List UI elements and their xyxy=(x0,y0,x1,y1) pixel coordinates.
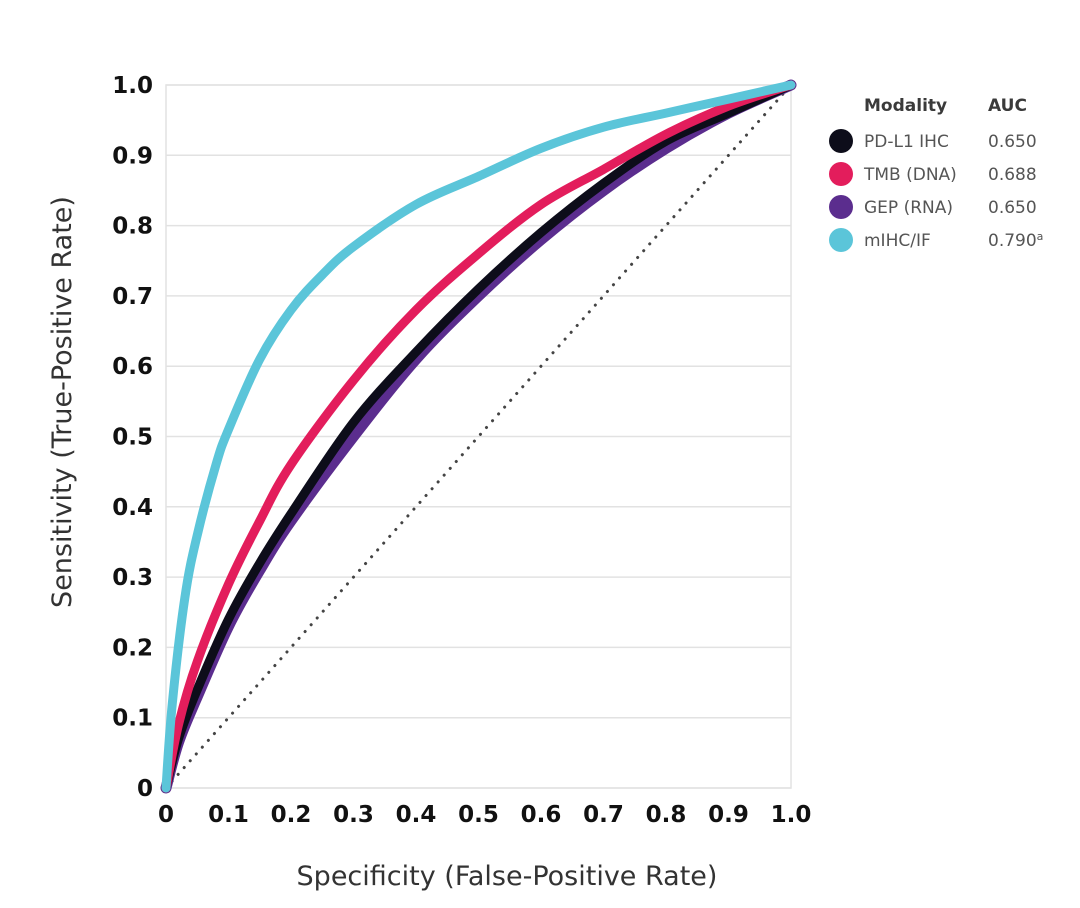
y-tick-label: 1.0 xyxy=(112,73,153,99)
y-tick-label: 0.5 xyxy=(112,425,153,451)
y-tick-label: 0.4 xyxy=(112,495,153,521)
y-tick-label: 0.6 xyxy=(112,354,153,380)
legend-marker xyxy=(829,129,853,153)
legend-entry-auc: 0.688 xyxy=(988,165,1037,185)
reference-diagonal xyxy=(164,83,793,790)
x-tick-label: 0.4 xyxy=(396,802,437,828)
x-axis-label: Specificity (False-Positive Rate) xyxy=(297,861,718,892)
y-tick-label: 0.2 xyxy=(112,635,153,661)
y-axis-label: Sensitivity (True-Positive Rate) xyxy=(47,196,78,608)
y-tick-label: 0.1 xyxy=(112,706,153,732)
legend-header-auc: AUC xyxy=(988,96,1027,116)
y-axis-ticks: 0 0.1 0.2 0.3 0.4 0.5 0.6 0.7 0.8 0.9 1.0 xyxy=(112,73,153,802)
legend-entry-name: mIHC/IF xyxy=(864,231,931,251)
series-line-tmb-dna xyxy=(161,80,796,793)
x-tick-label: 0 xyxy=(158,802,174,828)
legend-auc-footnote: a xyxy=(1037,230,1044,243)
x-tick-label: 0.3 xyxy=(333,802,374,828)
legend-entry-name: TMB (DNA) xyxy=(863,165,957,185)
series-line-pd-l1-ihc xyxy=(161,80,796,793)
y-tick-label: 0.9 xyxy=(112,143,153,169)
plot-border xyxy=(165,84,792,789)
y-tick-label: 0.3 xyxy=(112,565,153,591)
roc-curves xyxy=(160,79,797,794)
x-tick-label: 0.8 xyxy=(646,802,687,828)
legend-entry-auc: 0.650 xyxy=(988,132,1037,152)
x-tick-label: 0.9 xyxy=(708,802,749,828)
legend-entry-auc: 0.790a xyxy=(988,230,1043,251)
plot-frame xyxy=(165,84,792,789)
x-tick-label: 0.6 xyxy=(521,802,562,828)
x-tick-label: 0.5 xyxy=(458,802,499,828)
legend: Modality AUC PD-L1 IHC 0.650 TMB (DNA) 0.68… xyxy=(829,96,1043,252)
legend-marker xyxy=(829,228,853,252)
legend-entry-name: PD-L1 IHC xyxy=(864,132,949,152)
legend-entry-name: GEP (RNA) xyxy=(864,198,953,218)
legend-entry-auc: 0.650 xyxy=(988,198,1037,218)
x-tick-label: 0.2 xyxy=(271,802,312,828)
x-axis-ticks: 0 0.1 0.2 0.3 0.4 0.5 0.6 0.7 0.8 0.9 1.0 xyxy=(158,802,811,828)
legend-marker xyxy=(829,195,853,219)
x-tick-label: 1.0 xyxy=(771,802,812,828)
series-line-mihc-if xyxy=(161,80,796,793)
x-tick-label: 0.7 xyxy=(583,802,624,828)
y-tick-label: 0.7 xyxy=(112,284,153,310)
y-tick-label: 0.8 xyxy=(112,214,153,240)
x-tick-label: 0.1 xyxy=(208,802,249,828)
y-tick-label: 0 xyxy=(137,776,153,802)
legend-header-modality: Modality xyxy=(864,96,947,116)
legend-marker xyxy=(829,162,853,186)
reference-line xyxy=(164,83,793,790)
